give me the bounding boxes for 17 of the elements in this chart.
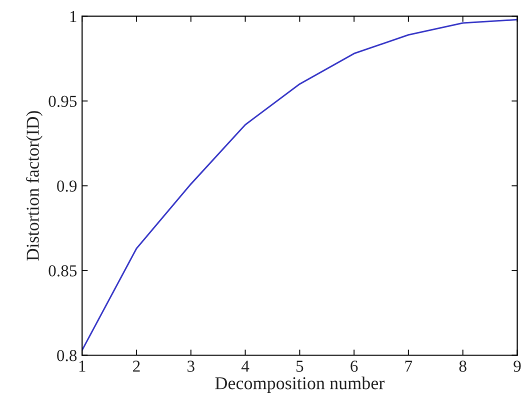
x-axis-title: Decomposition number: [215, 376, 385, 393]
x-tick-label: 6: [350, 360, 358, 372]
y-tick-label: 1: [70, 11, 76, 22]
x-tick-label: 7: [405, 360, 412, 372]
y-axis-title: Distortion factor(ID): [26, 111, 43, 261]
x-tick-label: 4: [241, 360, 250, 372]
x-tick-label: 3: [188, 360, 194, 372]
y-tick-label: 0.85: [48, 265, 77, 277]
y-tick-label: 0.9: [57, 180, 77, 192]
x-tick-label: 8: [459, 360, 466, 372]
x-tick-label: 9: [514, 360, 521, 372]
x-tick-label: 5: [296, 360, 304, 372]
y-tick-label: 0.95: [48, 96, 77, 108]
y-tick-label: 0.8: [57, 350, 77, 362]
x-tick-label: 1: [79, 360, 86, 372]
line-series: [82, 18, 518, 351]
x-tick-label: 2: [133, 360, 140, 372]
